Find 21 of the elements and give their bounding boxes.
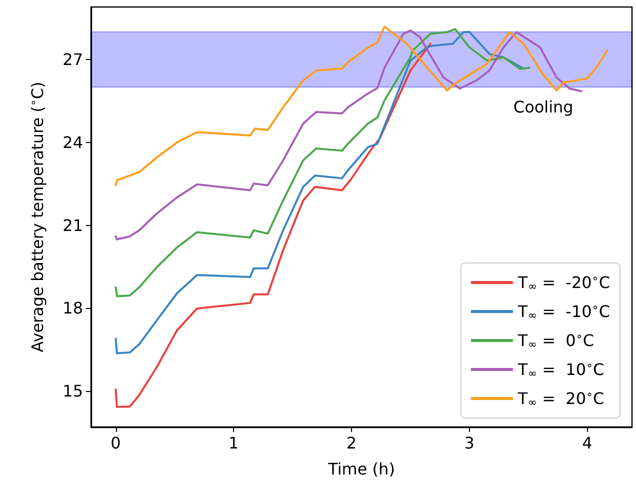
legend-label: T∞ = 0∘C [516,330,594,351]
line-series [114,29,582,240]
x-axis-title: Time (h) [327,460,395,478]
y-tick-label: 21 [62,216,83,235]
legend-label: T∞ = -10∘C [516,301,610,322]
y-tick-label: 15 [62,382,83,401]
x-tick-label: 1 [228,434,239,452]
legend-label: T∞ = -20∘C [516,272,610,293]
legend-label: T∞ = 10∘C [516,359,604,380]
y-tick-label: 27 [62,50,83,69]
x-tick-label: 0 [110,434,121,452]
line-series [114,42,432,408]
x-tick-label: 2 [346,434,357,452]
y-axis-title: Average battery temperature (∘C) [27,82,47,352]
line-series [114,26,608,186]
x-tick-label: 4 [582,434,592,452]
legend-label: T∞ = 20∘C [516,388,604,409]
y-tick-label: 18 [62,298,83,318]
band-label: Cooling [513,98,574,117]
x-tick-label: 3 [464,434,474,452]
y-tick-label: 24 [62,132,83,152]
